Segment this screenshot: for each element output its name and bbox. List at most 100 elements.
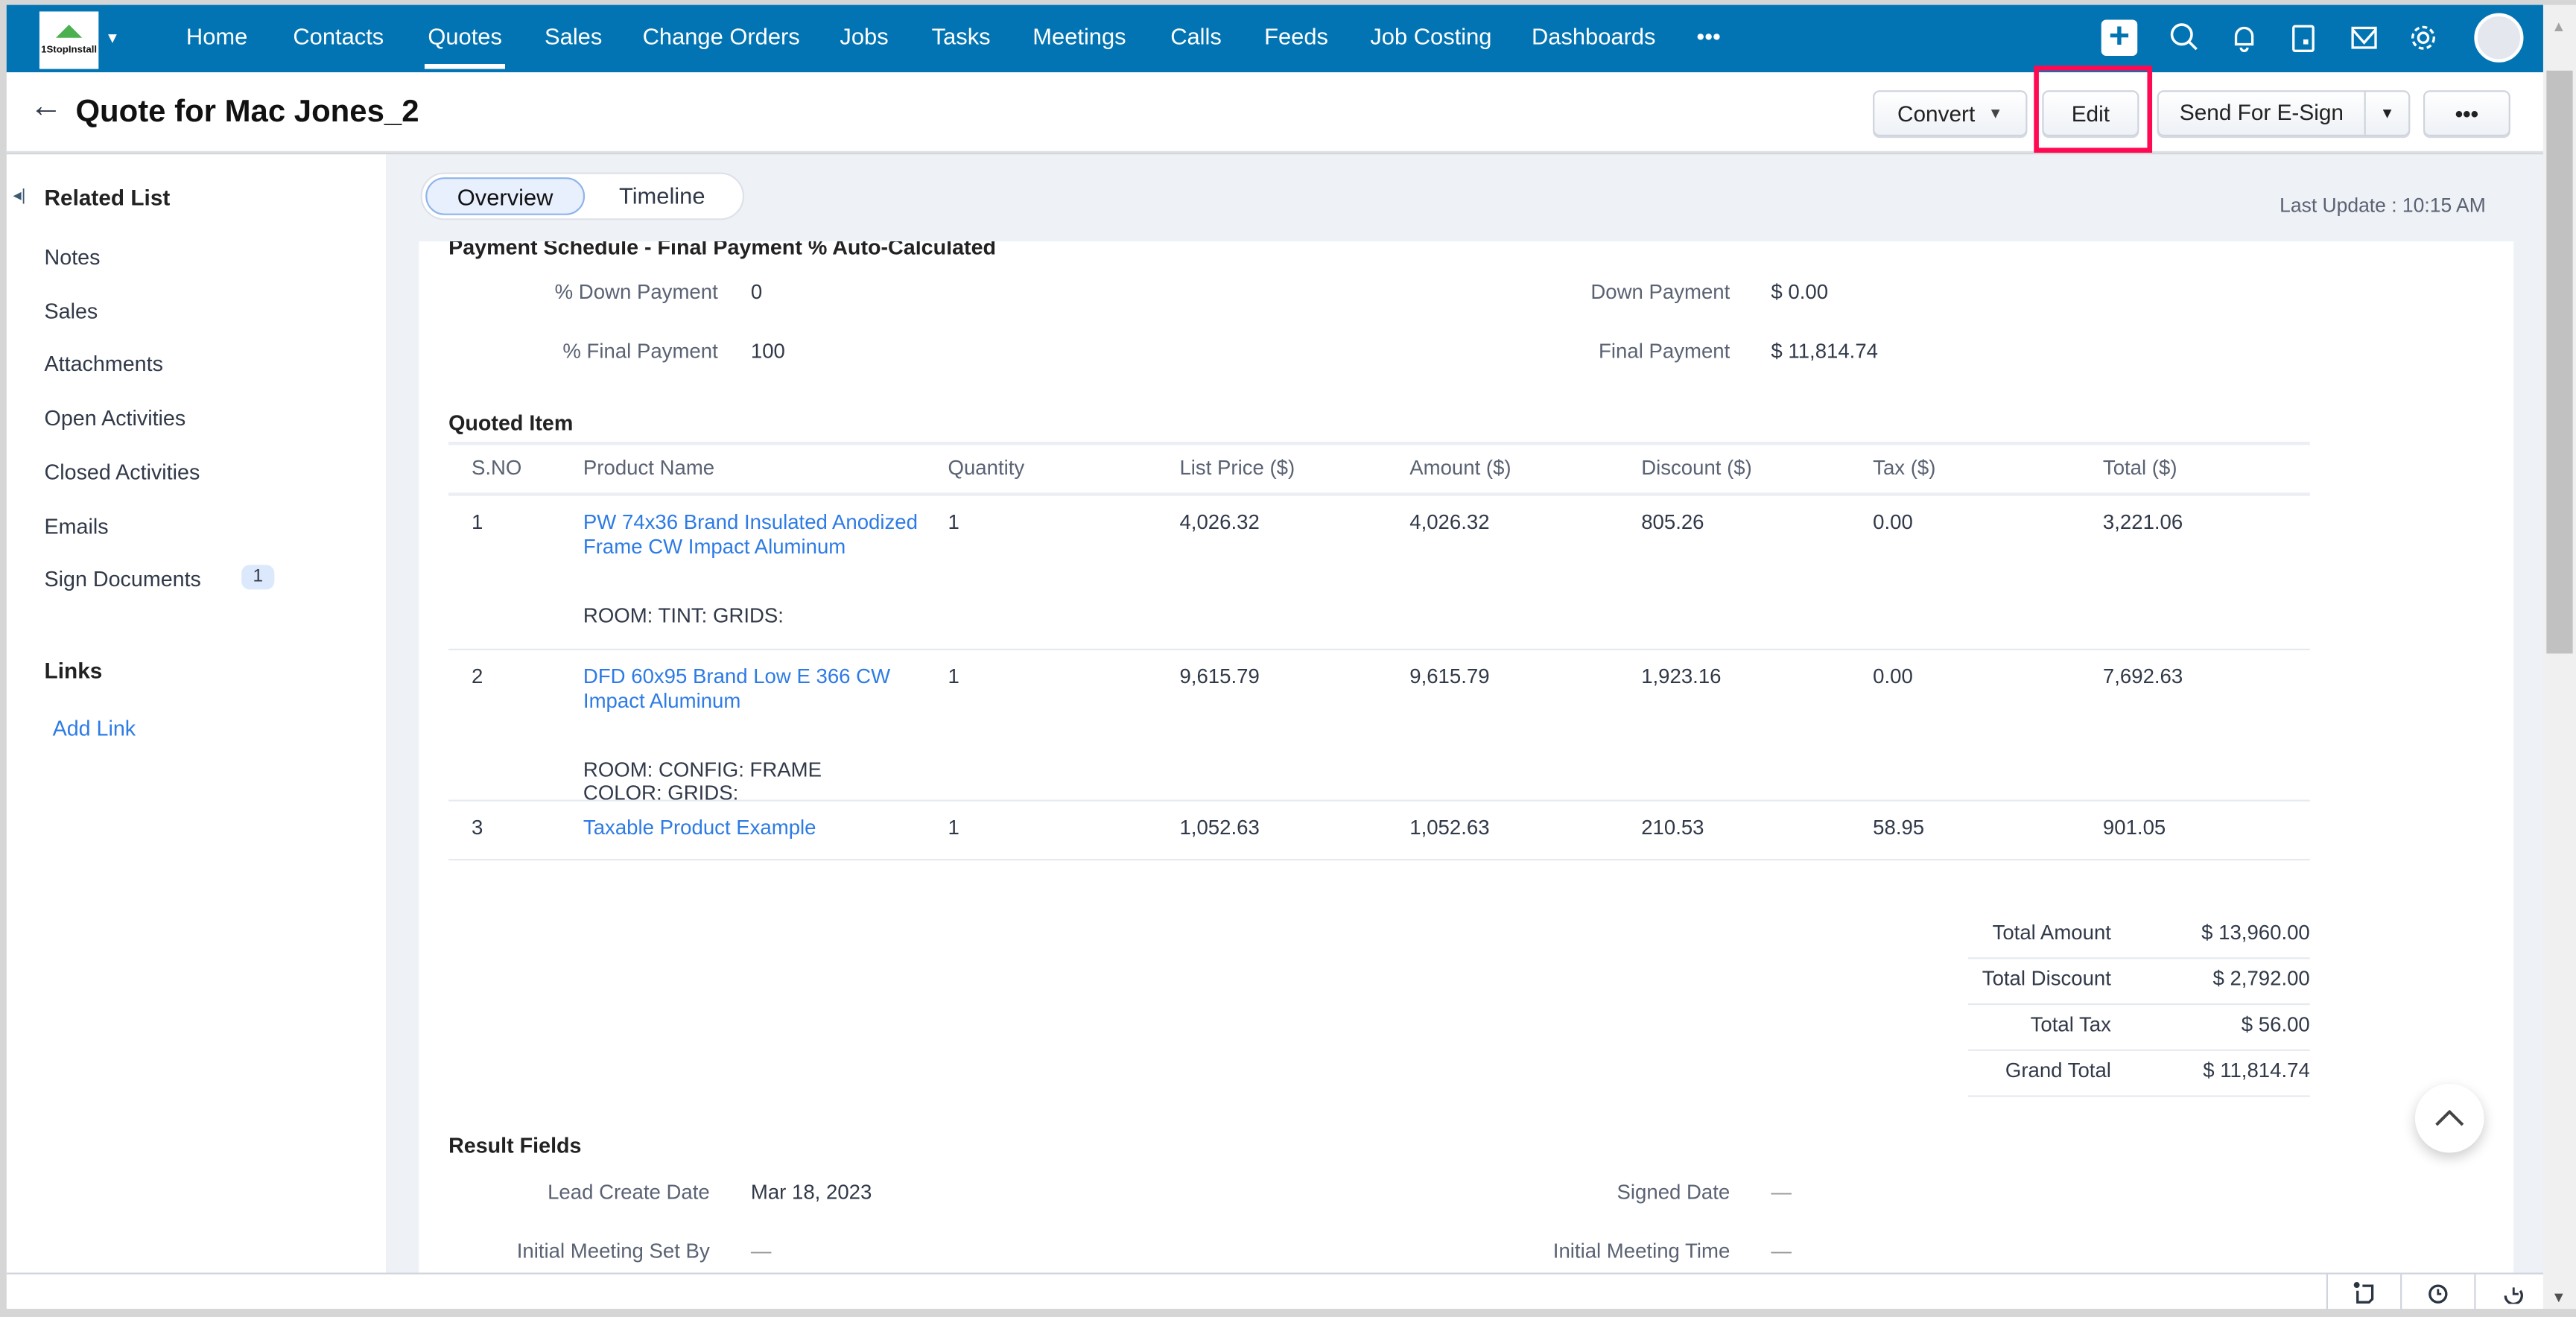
totals-divider <box>1968 1049 2310 1051</box>
totals-value: $ 11,814.74 <box>2203 1059 2310 1082</box>
payment-schedule-title: Payment Schedule - Final Payment % Auto-… <box>448 241 997 260</box>
divider <box>448 492 2310 496</box>
sidebar-item-notes[interactable]: Notes <box>44 244 101 270</box>
sidebar-item-attachments[interactable]: Attachments <box>44 352 163 377</box>
cell-list: 9,615.79 <box>1179 664 1260 688</box>
initial-meeting-time-value: — <box>1771 1240 1792 1263</box>
lead-create-date-label: Lead Create Date <box>548 1181 710 1204</box>
totals-value: $ 56.00 <box>2241 1013 2310 1037</box>
edit-button[interactable]: Edit <box>2042 90 2139 136</box>
nav-more-button[interactable]: ••• <box>1696 22 1721 50</box>
sidebar-item-sign-documents[interactable]: Sign Documents <box>44 566 201 592</box>
column-header: Discount ($) <box>1641 456 1752 480</box>
nav-item-contacts[interactable]: Contacts <box>293 22 384 50</box>
settings-gear-icon[interactable] <box>2407 22 2440 54</box>
add-link[interactable]: Add Link <box>52 716 136 741</box>
cell-amount: 1,052.63 <box>1409 816 1490 840</box>
nav-item-calls[interactable]: Calls <box>1170 22 1222 50</box>
totals-label: Grand Total <box>2005 1059 2111 1082</box>
cell-amount: 4,026.32 <box>1409 510 1490 534</box>
nav-item-dashboards[interactable]: Dashboards <box>1531 22 1656 50</box>
esign-dropdown-icon[interactable]: ▼ <box>2379 105 2395 122</box>
totals-divider <box>1968 1095 2310 1097</box>
cell-discount: 1,923.16 <box>1641 664 1722 688</box>
user-avatar[interactable] <box>2474 13 2524 63</box>
column-header: Tax ($) <box>1873 456 1936 480</box>
row-divider <box>448 799 2310 802</box>
create-plus-icon[interactable]: + <box>2101 17 2138 56</box>
tab-overview[interactable]: Overview <box>425 177 586 215</box>
back-arrow-icon[interactable]: ← <box>29 89 63 125</box>
more-actions-button[interactable]: ••• <box>2423 90 2510 136</box>
nav-item-meetings[interactable]: Meetings <box>1032 22 1126 50</box>
product-description: ROOM: TINT: GRIDS: <box>583 604 784 628</box>
product-name-link[interactable]: Taxable Product Example <box>583 816 816 840</box>
totals-value: $ 2,792.00 <box>2212 967 2310 991</box>
links-title: Links <box>44 658 103 684</box>
signed-date-value: — <box>1771 1181 1792 1204</box>
nav-item-tasks[interactable]: Tasks <box>931 22 991 50</box>
nav-item-feeds[interactable]: Feeds <box>1264 22 1328 50</box>
record-header: ← Quote for Mac Jones_2 Convert ▼ Edit Se… <box>6 66 2543 153</box>
tab-timeline[interactable]: Timeline <box>618 182 705 209</box>
column-header: Product Name <box>583 456 715 480</box>
product-name-link[interactable]: DFD 60x95 Brand Low E 366 CW Impact Alum… <box>583 664 891 713</box>
notes-pin-icon[interactable] <box>2326 1274 2400 1311</box>
row-divider <box>448 648 2310 650</box>
nav-item-home[interactable]: Home <box>185 22 248 50</box>
product-description: ROOM: CONFIG: FRAME COLOR: GRIDS: <box>583 758 822 805</box>
scroll-to-top-button[interactable] <box>2414 1083 2484 1153</box>
convert-button[interactable]: Convert ▼ <box>1873 90 2028 136</box>
initial-meeting-time-label: Initial Meeting Time <box>1552 1240 1730 1263</box>
main-content: Overview Timeline Last Update : 10:15 AM… <box>386 154 2543 1273</box>
totals-label: Total Tax <box>2030 1013 2111 1037</box>
calendar-icon[interactable] <box>2287 22 2320 54</box>
product-name-link[interactable]: PW 74x36 Brand Insulated Anodized Frame … <box>583 510 918 559</box>
top-navigation: 1StopInstall ▼ Home Contacts Quotes Sales Ch… <box>6 4 2543 72</box>
scroll-down-arrow-icon[interactable]: ▼ <box>2551 1289 2566 1306</box>
cell-list: 4,026.32 <box>1179 510 1260 534</box>
cell-discount: 210.53 <box>1641 816 1704 840</box>
cell-list: 1,052.63 <box>1179 816 1260 840</box>
details-card: Payment Schedule - Final Payment % Auto-… <box>419 241 2514 1273</box>
logo-dropdown-icon[interactable]: ▼ <box>105 29 120 46</box>
sidebar-item-closed-activities[interactable]: Closed Activities <box>44 459 200 484</box>
chevron-up-icon <box>2435 1110 2464 1126</box>
collapse-sidebar-icon[interactable]: ◂| <box>13 187 26 206</box>
scrollbar-thumb[interactable] <box>2546 70 2573 654</box>
send-for-esign-button[interactable]: Send For E-Sign ▼ <box>2157 90 2411 136</box>
sidebar-item-emails[interactable]: Emails <box>44 512 109 538</box>
cell-qty: 1 <box>948 816 959 840</box>
sidebar-item-open-activities[interactable]: Open Activities <box>44 405 186 431</box>
search-icon[interactable] <box>2169 22 2201 54</box>
bell-icon[interactable] <box>2228 22 2261 54</box>
cell-total: 901.05 <box>2102 816 2166 840</box>
scroll-up-arrow-icon[interactable]: ▲ <box>2551 18 2566 35</box>
initial-meeting-set-by-label: Initial Meeting Set By <box>516 1240 710 1263</box>
nav-item-sales[interactable]: Sales <box>545 22 603 50</box>
result-fields-title: Result Fields <box>448 1133 582 1158</box>
nav-item-change-orders[interactable]: Change Orders <box>642 22 800 50</box>
column-header: Amount ($) <box>1409 456 1511 480</box>
cell-tax: 0.00 <box>1873 664 1913 688</box>
sidebar-item-sales[interactable]: Sales <box>44 298 98 323</box>
vertical-scrollbar[interactable]: ▲ ▼ <box>2542 4 2576 1309</box>
company-logo[interactable]: 1StopInstall <box>39 11 99 69</box>
alarm-clock-icon[interactable] <box>2400 1274 2474 1311</box>
totals-label: Total Amount <box>1992 921 2111 945</box>
column-header: Quantity <box>948 456 1025 480</box>
mail-icon[interactable] <box>2348 22 2381 54</box>
totals-divider <box>1968 957 2310 959</box>
history-icon[interactable] <box>2474 1274 2548 1311</box>
column-header: List Price ($) <box>1179 456 1295 480</box>
bottom-toolbar <box>6 1272 2543 1311</box>
final-payment-value: $ 11,814.74 <box>1771 340 1879 364</box>
cell-tax: 0.00 <box>1873 510 1913 534</box>
cell-sno: 3 <box>471 816 483 840</box>
nav-item-jobs[interactable]: Jobs <box>840 22 889 50</box>
view-tabs: Overview Timeline <box>420 172 745 220</box>
nav-item-quotes[interactable]: Quotes <box>424 5 506 72</box>
totals-label: Total Discount <box>1982 967 2111 991</box>
nav-item-job-costing[interactable]: Job Costing <box>1370 22 1492 50</box>
